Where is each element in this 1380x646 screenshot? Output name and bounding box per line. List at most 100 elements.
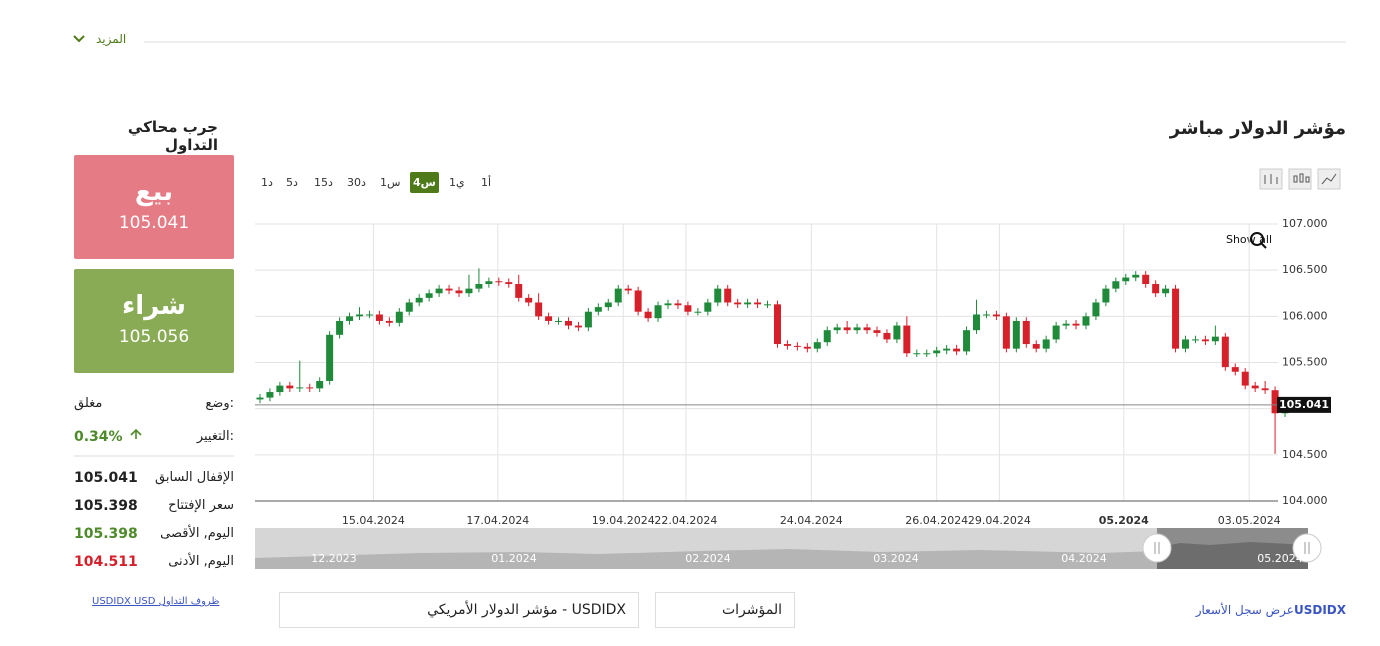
buy-button[interactable]: شراء 105.056 — [74, 269, 234, 373]
chart-type-icons — [1259, 168, 1341, 190]
zoom-icon[interactable] — [1250, 232, 1264, 246]
navigator-handle[interactable] — [1292, 533, 1322, 563]
candle-body — [435, 288, 443, 294]
x-tick-label: 22.04.2024 — [654, 514, 717, 527]
timeframe-button[interactable]: 30د — [347, 176, 366, 189]
last-price-label: 105.041 — [1279, 398, 1329, 411]
candle-body — [574, 325, 582, 328]
candle-body — [813, 342, 821, 349]
candle-body — [714, 288, 722, 303]
candle-body — [793, 345, 801, 347]
navigator-label: 01.2024 — [491, 552, 537, 565]
navigator-handle[interactable] — [1142, 533, 1172, 563]
y-tick-label: 107.000 — [1282, 217, 1328, 230]
zoom-icon — [1260, 242, 1267, 249]
candle-body — [1112, 281, 1120, 289]
instrument-select[interactable]: USDIDX - مؤشر الدولار الأمريكي — [279, 592, 639, 628]
last-price-box — [1277, 396, 1331, 413]
change-value: 0.34% — [74, 429, 123, 445]
candle-body — [992, 314, 1000, 317]
x-tick-label: 15.04.2024 — [342, 514, 405, 527]
candle-body — [1201, 339, 1209, 342]
candle-body — [495, 281, 503, 283]
y-tick-label: 106.500 — [1282, 263, 1328, 276]
y-tick-label: 104.500 — [1282, 448, 1328, 461]
x-tick-label: 05.2024 — [1099, 514, 1149, 527]
candle-body — [415, 297, 423, 303]
candle-body — [256, 397, 264, 400]
candle-body — [744, 302, 752, 305]
candle-body — [684, 305, 692, 312]
timeframe-button[interactable]: 15د — [314, 176, 333, 189]
status-value: مغلق — [74, 396, 103, 411]
page-title: مؤشر الدولار مباشر — [1169, 118, 1346, 139]
candle-body — [465, 288, 473, 294]
candle-body — [1102, 288, 1110, 303]
candle-body — [783, 344, 791, 346]
navigator-label: 12.2023 — [311, 552, 357, 565]
timeframe-button[interactable]: 1أ — [481, 176, 492, 189]
candle-body — [704, 302, 712, 312]
x-tick-label: 24.04.2024 — [780, 514, 843, 527]
timeframe-button[interactable]: 5د — [286, 176, 298, 189]
candle-body — [1191, 339, 1199, 341]
plot: 104.000104.500105.000105.500106.000106.5… — [255, 217, 1331, 527]
candle-body — [336, 320, 344, 335]
timeframe-button[interactable]: 4س — [410, 172, 439, 193]
x-tick-label: 17.04.2024 — [466, 514, 529, 527]
stat-label: اليوم, الأدنى — [168, 554, 234, 569]
candle-body — [505, 282, 513, 285]
candle-body — [973, 314, 981, 331]
y-tick-label: 105.500 — [1282, 356, 1328, 369]
candle-body — [1032, 344, 1040, 349]
stat-value: 104.511 — [74, 554, 138, 570]
candle-body — [1251, 385, 1259, 389]
candle-body — [1092, 302, 1100, 317]
candle-body — [953, 348, 961, 352]
navigator-label: 02.2024 — [685, 552, 731, 565]
candle-body — [1052, 325, 1060, 340]
stat-label: الإقفال السابق — [155, 470, 234, 485]
candle-body — [445, 288, 453, 291]
chevron — [73, 35, 85, 43]
candle-body — [286, 385, 294, 389]
history-symbol: USDIDX — [1293, 603, 1346, 617]
timeframe-button[interactable]: 1س — [380, 176, 401, 189]
sell-button[interactable]: بيع 105.041 — [74, 155, 234, 259]
history-link[interactable]: USDIDXعرض سجل الأسعار — [1196, 603, 1346, 617]
candle-body — [515, 284, 523, 298]
candle-body — [624, 288, 632, 291]
buy-label: شراء — [122, 291, 186, 321]
candle-body — [773, 304, 781, 345]
candle-body — [555, 320, 563, 322]
candle-body — [1261, 388, 1269, 391]
candle-body — [425, 293, 433, 298]
candle-body — [1132, 274, 1140, 278]
candle-body — [365, 314, 373, 316]
timeframe-button[interactable]: 1د — [261, 176, 273, 189]
candle-body — [604, 302, 612, 308]
y-tick-label: 104.000 — [1282, 494, 1328, 507]
candle-body — [963, 330, 971, 352]
conditions-link[interactable]: USDIDX USD ظروف التداول — [92, 596, 220, 607]
candle-body — [1221, 336, 1229, 368]
candle-body — [1002, 316, 1010, 349]
navigator-label: 04.2024 — [1061, 552, 1107, 565]
candle-body — [853, 327, 861, 331]
candle-body — [1231, 367, 1239, 372]
category-select[interactable]: المؤشرات — [655, 592, 795, 628]
candle-body — [634, 290, 642, 312]
candle-body — [1122, 277, 1130, 282]
more-toggle[interactable]: المزيد — [96, 32, 127, 46]
candle-body — [1142, 274, 1150, 285]
candle-body — [266, 392, 274, 398]
candle-body — [893, 325, 901, 340]
candle-body — [694, 311, 702, 313]
history-text: عرض سجل الأسعار — [1195, 603, 1294, 617]
timeframe-button[interactable]: 1ي — [449, 176, 465, 189]
candle-body — [843, 327, 851, 331]
status-label: وضع: — [205, 396, 234, 411]
candle-body — [883, 332, 891, 340]
